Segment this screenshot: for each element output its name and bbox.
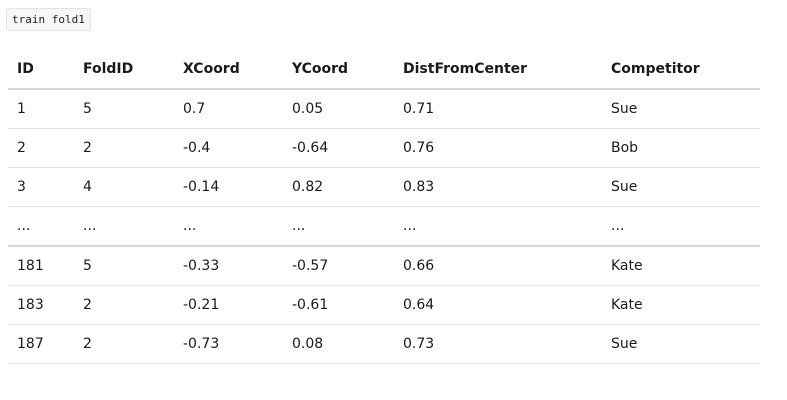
- cell-ycoord: 0.82: [283, 167, 394, 207]
- cell-id: 181: [8, 246, 74, 286]
- cell-foldid: 5: [74, 246, 174, 286]
- cell-ycoord: 0.05: [283, 89, 394, 129]
- cell-foldid: 4: [74, 167, 174, 207]
- cell-competitor: Kate: [602, 246, 760, 286]
- cell-xcoord: ...: [174, 206, 283, 247]
- cell-id: ...: [8, 206, 74, 247]
- cell-competitor: Kate: [602, 285, 760, 325]
- cell-ycoord: 0.08: [283, 324, 394, 364]
- cell-competitor: Sue: [602, 89, 760, 129]
- cell-distfromcenter: 0.76: [394, 128, 602, 168]
- cell-distfromcenter: 0.71: [394, 89, 602, 129]
- header-competitor: Competitor: [602, 50, 760, 90]
- header-id: ID: [8, 50, 74, 90]
- cell-foldid: 5: [74, 89, 174, 129]
- table-row: 3 4 -0.14 0.82 0.83 Sue: [8, 167, 760, 207]
- ellipsis-row: ... ... ... ... ... ...: [8, 206, 760, 247]
- cell-ycoord: -0.61: [283, 285, 394, 325]
- cell-xcoord: -0.73: [174, 324, 283, 364]
- cell-distfromcenter: 0.83: [394, 167, 602, 207]
- cell-id: 183: [8, 285, 74, 325]
- table-row: 183 2 -0.21 -0.61 0.64 Kate: [8, 285, 760, 325]
- cell-id: 1: [8, 89, 74, 129]
- cell-foldid: 2: [74, 324, 174, 364]
- cell-id: 187: [8, 324, 74, 364]
- cell-xcoord: -0.33: [174, 246, 283, 286]
- header-ycoord: YCoord: [283, 50, 394, 90]
- table-row: 1 5 0.7 0.05 0.71 Sue: [8, 89, 760, 129]
- cell-xcoord: 0.7: [174, 89, 283, 129]
- cell-ycoord: -0.57: [283, 246, 394, 286]
- cell-competitor: ...: [602, 206, 760, 247]
- cell-foldid: ...: [74, 206, 174, 247]
- cell-ycoord: -0.64: [283, 128, 394, 168]
- cell-xcoord: -0.14: [174, 167, 283, 207]
- data-table: ID FoldID XCoord YCoord DistFromCenter C…: [8, 50, 760, 364]
- cell-xcoord: -0.4: [174, 128, 283, 168]
- table-row: 2 2 -0.4 -0.64 0.76 Bob: [8, 128, 760, 168]
- cell-competitor: Sue: [602, 167, 760, 207]
- table-row: 187 2 -0.73 0.08 0.73 Sue: [8, 324, 760, 364]
- cell-distfromcenter: 0.64: [394, 285, 602, 325]
- table-row: 181 5 -0.33 -0.57 0.66 Kate: [8, 246, 760, 286]
- cell-competitor: Sue: [602, 324, 760, 364]
- table-caption: train fold1: [6, 8, 91, 31]
- cell-competitor: Bob: [602, 128, 760, 168]
- header-foldid: FoldID: [74, 50, 174, 90]
- cell-distfromcenter: 0.73: [394, 324, 602, 364]
- cell-ycoord: ...: [283, 206, 394, 247]
- cell-distfromcenter: ...: [394, 206, 602, 247]
- cell-foldid: 2: [74, 128, 174, 168]
- cell-foldid: 2: [74, 285, 174, 325]
- cell-id: 3: [8, 167, 74, 207]
- header-row: ID FoldID XCoord YCoord DistFromCenter C…: [8, 50, 760, 90]
- cell-id: 2: [8, 128, 74, 168]
- header-distfromcenter: DistFromCenter: [394, 50, 602, 90]
- cell-xcoord: -0.21: [174, 285, 283, 325]
- header-xcoord: XCoord: [174, 50, 283, 90]
- cell-distfromcenter: 0.66: [394, 246, 602, 286]
